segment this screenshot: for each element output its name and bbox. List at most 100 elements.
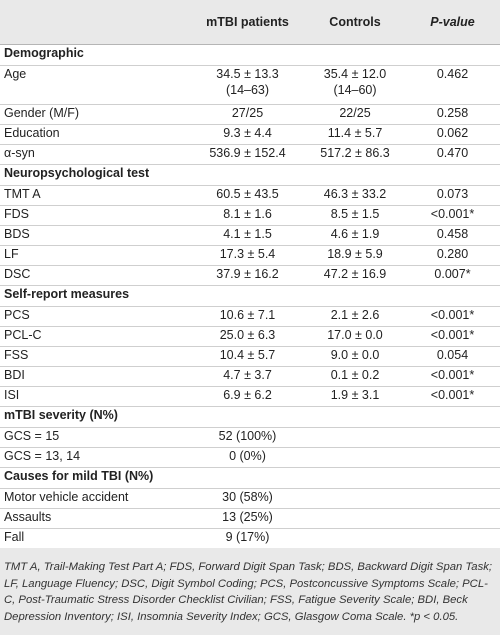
mtbi-cell: 25.0 ± 6.3 (190, 326, 305, 347)
controls-cell-value: 18.9 ± 5.9 (327, 247, 383, 261)
table-row: GCS = 15 52 (100%) (0, 427, 500, 448)
controls-cell-range: (14–60) (333, 83, 377, 97)
p-value-cell: 0.462 (405, 65, 500, 105)
mtbi-cell-value: 37.9 ± 16.2 (216, 267, 279, 281)
controls-cell-value: 17.0 ± 0.0 (327, 328, 383, 342)
header-mtbi-column: mTBI patients (206, 15, 289, 29)
table-row: FDS 8.1 ± 1.6 8.5 ± 1.5 <0.001* (0, 205, 500, 226)
controls-cell (305, 508, 405, 529)
controls-cell (305, 488, 405, 509)
row-label: FDS (0, 205, 190, 226)
controls-cell-value: 2.1 ± 2.6 (330, 308, 380, 322)
header-controls-column: Controls (329, 15, 381, 29)
row-label: BDI (0, 366, 190, 387)
section-header-row: Demographic (0, 44, 500, 66)
mtbi-cell-range: (14–63) (225, 83, 270, 97)
section-header-row: Neuropsychological test (0, 164, 500, 186)
p-value-cell (405, 447, 500, 468)
table-row: FSS 10.4 ± 5.7 9.0 ± 0.0 0.054 (0, 346, 500, 367)
mtbi-cell: 4.7 ± 3.7 (190, 366, 305, 387)
table-body: Demographic Age 34.5 ± 13.3 (14–63) 35.4 ± 1… (0, 44, 500, 548)
mtbi-cell: 34.5 ± 13.3 (14–63) (190, 65, 305, 105)
controls-cell-value: 517.2 ± 86.3 (320, 146, 390, 160)
row-label: LF (0, 245, 190, 266)
table-row: Age 34.5 ± 13.3 (14–63) 35.4 ± 12.0 (14–60) 0… (0, 65, 500, 105)
mtbi-cell: 17.3 ± 5.4 (190, 245, 305, 266)
table-row: ISI 6.9 ± 6.2 1.9 ± 3.1 <0.001* (0, 386, 500, 407)
mtbi-cell-value: 27/25 (231, 106, 264, 120)
table-row: GCS = 13, 14 0 (0%) (0, 447, 500, 468)
section-header-row: Causes for mild TBI (N%) (0, 467, 500, 489)
mtbi-cell-value: 536.9 ± 152.4 (209, 146, 286, 160)
section-header-row: Self-report measures (0, 285, 500, 307)
controls-cell: 17.0 ± 0.0 (305, 326, 405, 347)
table-row: α-syn 536.9 ± 152.4 517.2 ± 86.3 0.470 (0, 144, 500, 165)
table-row: BDI 4.7 ± 3.7 0.1 ± 0.2 <0.001* (0, 366, 500, 387)
table-row: Fall 9 (17%) (0, 528, 500, 548)
section-title: Demographic (0, 44, 500, 66)
table-row: PCS 10.6 ± 7.1 2.1 ± 2.6 <0.001* (0, 306, 500, 327)
table-header: mTBI patients Controls P-value (0, 0, 500, 45)
table-row: TMT A 60.5 ± 43.5 46.3 ± 33.2 0.073 (0, 185, 500, 206)
mtbi-cell: 13 (25%) (190, 508, 305, 529)
p-value-cell: 0.470 (405, 144, 500, 165)
p-value-cell (405, 508, 500, 529)
mtbi-cell-value: 25.0 ± 6.3 (219, 328, 276, 342)
row-label: BDS (0, 225, 190, 246)
p-value-cell: 0.007* (405, 265, 500, 286)
table-row: LF 17.3 ± 5.4 18.9 ± 5.9 0.280 (0, 245, 500, 266)
controls-cell (305, 427, 405, 448)
controls-cell (305, 528, 405, 548)
section-title: Self-report measures (0, 285, 500, 307)
controls-cell-value: 8.5 ± 1.5 (330, 207, 380, 221)
p-value-cell: <0.001* (405, 306, 500, 327)
mtbi-cell-value: 9.3 ± 4.4 (223, 126, 272, 140)
p-value-cell: 0.054 (405, 346, 500, 367)
p-value-cell: 0.073 (405, 185, 500, 206)
row-label: Education (0, 124, 190, 145)
mtbi-cell: 536.9 ± 152.4 (190, 144, 305, 165)
controls-cell: 4.6 ± 1.9 (305, 225, 405, 246)
mtbi-cell-value: 13 (25%) (222, 510, 273, 524)
controls-cell: 2.1 ± 2.6 (305, 306, 405, 327)
table-row: Gender (M/F) 27/25 22/25 0.258 (0, 104, 500, 125)
mtbi-cell: 30 (58%) (190, 488, 305, 509)
mtbi-cell-value: 10.6 ± 7.1 (219, 308, 276, 322)
mtbi-cell-value: 8.1 ± 1.6 (223, 207, 272, 221)
controls-cell-value: 47.2 ± 16.9 (323, 267, 387, 281)
mtbi-cell-value: 4.7 ± 3.7 (223, 368, 272, 382)
header-label-column (0, 0, 190, 45)
mtbi-cell-value: 17.3 ± 5.4 (219, 247, 276, 261)
mtbi-cell-value: 30 (58%) (222, 490, 273, 504)
header-row: mTBI patients Controls P-value (0, 0, 500, 45)
mtbi-cell: 4.1 ± 1.5 (190, 225, 305, 246)
controls-cell: 1.9 ± 3.1 (305, 386, 405, 407)
controls-cell-value: 35.4 ± 12.0 (323, 67, 387, 81)
data-table: mTBI patients Controls P-value Demograph… (0, 0, 500, 548)
mtbi-cell: 10.6 ± 7.1 (190, 306, 305, 327)
row-label: PCL-C (0, 326, 190, 347)
table-footnote: TMT A, Trail-Making Test Part A; FDS, Fo… (0, 548, 500, 635)
p-value-cell (405, 528, 500, 548)
row-label: FSS (0, 346, 190, 367)
table-row: PCL-C 25.0 ± 6.3 17.0 ± 0.0 <0.001* (0, 326, 500, 347)
mtbi-cell: 52 (100%) (190, 427, 305, 448)
mtbi-cell-value: 34.5 ± 13.3 (216, 67, 279, 81)
controls-cell: 11.4 ± 5.7 (305, 124, 405, 145)
row-label: TMT A (0, 185, 190, 206)
controls-cell: 46.3 ± 33.2 (305, 185, 405, 206)
mtbi-cell-value: 0 (0%) (229, 449, 266, 463)
mtbi-cell-value: 10.4 ± 5.7 (219, 348, 276, 362)
controls-cell (305, 447, 405, 468)
controls-cell: 8.5 ± 1.5 (305, 205, 405, 226)
row-label: DSC (0, 265, 190, 286)
mtbi-cell: 8.1 ± 1.6 (190, 205, 305, 226)
mtbi-cell: 9.3 ± 4.4 (190, 124, 305, 145)
controls-cell-value: 46.3 ± 33.2 (323, 187, 387, 201)
mtbi-cell-value: 52 (100%) (218, 429, 277, 443)
mtbi-cell: 27/25 (190, 104, 305, 125)
mtbi-cell-value: 60.5 ± 43.5 (216, 187, 279, 201)
p-value-cell (405, 427, 500, 448)
row-label: PCS (0, 306, 190, 327)
